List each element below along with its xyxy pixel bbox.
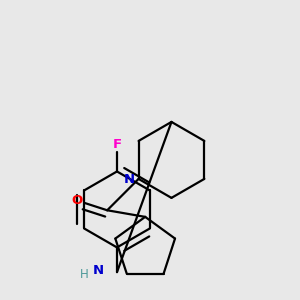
Text: F: F: [112, 138, 122, 151]
Text: N: N: [93, 264, 104, 277]
Text: N: N: [124, 173, 135, 186]
Text: H: H: [80, 268, 89, 281]
Text: O: O: [72, 194, 83, 207]
